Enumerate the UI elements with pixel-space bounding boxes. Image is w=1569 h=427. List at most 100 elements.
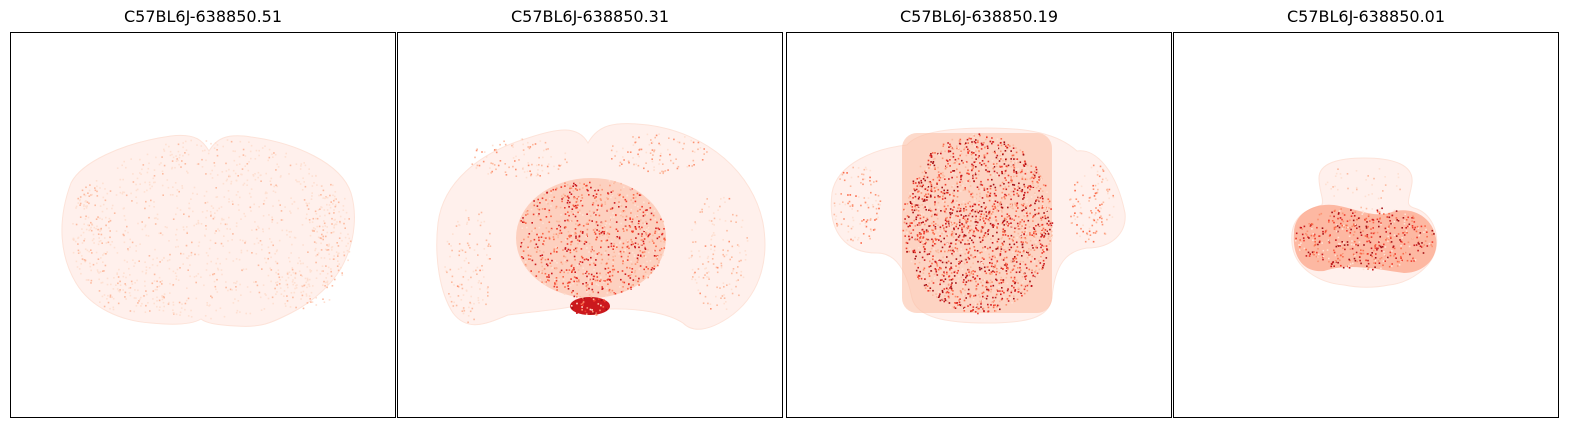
expression-dot — [1001, 197, 1003, 200]
expression-dot — [1003, 173, 1005, 175]
expression-dot — [746, 240, 749, 242]
expression-dot — [115, 194, 118, 196]
expression-dot — [970, 310, 972, 312]
expression-dot — [215, 196, 218, 198]
expression-dot — [635, 196, 637, 199]
expression-dot — [731, 256, 733, 258]
expression-dot — [124, 296, 126, 298]
expression-dot — [1009, 181, 1012, 184]
expression-dot — [974, 235, 976, 238]
expression-dot — [1011, 154, 1014, 157]
expression-dot — [292, 296, 294, 299]
expression-dot — [234, 172, 237, 175]
expression-dot — [600, 205, 603, 207]
expression-dot — [1024, 285, 1027, 288]
expression-dot — [1047, 233, 1050, 235]
expression-dot — [155, 217, 157, 219]
expression-dot — [232, 233, 234, 235]
expression-dot — [929, 164, 932, 166]
expression-dot — [148, 205, 151, 207]
expression-dot — [573, 276, 576, 278]
expression-dot — [233, 159, 236, 162]
expression-dot — [931, 280, 933, 282]
expression-dot — [1026, 250, 1029, 253]
expression-dot — [249, 150, 252, 153]
expression-dot — [1044, 232, 1047, 235]
expression-dot — [160, 162, 162, 164]
expression-dot — [542, 156, 544, 159]
expression-dot — [699, 147, 702, 149]
expression-dot — [529, 146, 532, 148]
expression-dot — [338, 211, 340, 213]
expression-dot — [216, 144, 219, 146]
expression-dot — [944, 167, 947, 170]
expression-dot — [549, 197, 551, 200]
expression-dot — [946, 235, 948, 237]
expression-dot — [1313, 252, 1315, 255]
expression-dot — [549, 262, 552, 264]
expression-dot — [583, 258, 586, 261]
expression-dot — [158, 163, 161, 166]
expression-dot — [919, 278, 921, 280]
expression-dot — [999, 266, 1002, 268]
expression-dot — [462, 276, 465, 278]
expression-dot — [913, 204, 916, 206]
expression-dot — [90, 282, 92, 284]
expression-dot — [1043, 235, 1046, 237]
expression-dot — [952, 152, 955, 155]
expression-dot — [249, 206, 252, 209]
expression-dot — [1027, 219, 1030, 222]
expression-dot — [707, 261, 710, 263]
expression-dot — [297, 262, 299, 265]
expression-dot — [916, 234, 919, 236]
expression-dot — [179, 314, 181, 316]
expression-dot — [479, 269, 481, 272]
expression-dot — [722, 239, 724, 241]
expression-dot — [280, 175, 282, 177]
expression-dot — [995, 310, 997, 312]
expression-dot — [1016, 254, 1019, 256]
expression-dot — [946, 300, 949, 303]
expression-dot — [303, 181, 305, 183]
expression-dot — [996, 266, 999, 269]
expression-dot — [1080, 212, 1083, 215]
expression-dot — [1014, 161, 1017, 164]
expression-dot — [971, 149, 973, 152]
expression-dot — [184, 152, 186, 154]
expression-dot — [637, 259, 639, 261]
expression-dot — [708, 219, 711, 222]
expression-dot — [573, 280, 575, 283]
expression-dot — [1091, 224, 1094, 227]
expression-dot — [981, 144, 983, 146]
expression-dot — [250, 188, 253, 190]
expression-dot — [942, 200, 945, 203]
expression-dot — [283, 290, 286, 292]
expression-dot — [909, 222, 912, 224]
expression-dot — [1024, 206, 1027, 208]
expression-dot — [978, 188, 980, 191]
expression-dot — [989, 273, 992, 275]
expression-dot — [980, 142, 983, 145]
expression-dot — [1028, 250, 1030, 253]
expression-dot — [312, 285, 314, 287]
expression-dot — [961, 180, 963, 183]
expression-dot — [219, 307, 222, 309]
expression-dot — [557, 168, 560, 170]
expression-dot — [928, 275, 931, 277]
expression-dot — [1376, 218, 1379, 221]
expression-dot — [221, 273, 223, 276]
expression-dot — [925, 195, 928, 197]
expression-dot — [656, 237, 659, 240]
expression-dot — [165, 143, 167, 146]
expression-dot — [1088, 227, 1091, 230]
expression-dot — [538, 208, 541, 211]
expression-dot — [457, 268, 460, 270]
expression-dot — [852, 166, 854, 169]
expression-dot — [205, 228, 207, 230]
expression-dot — [998, 160, 1001, 162]
expression-dot — [725, 254, 728, 256]
expression-dot — [652, 234, 654, 237]
expression-dot — [930, 189, 932, 192]
expression-dot — [983, 162, 986, 165]
expression-dot — [83, 223, 85, 225]
